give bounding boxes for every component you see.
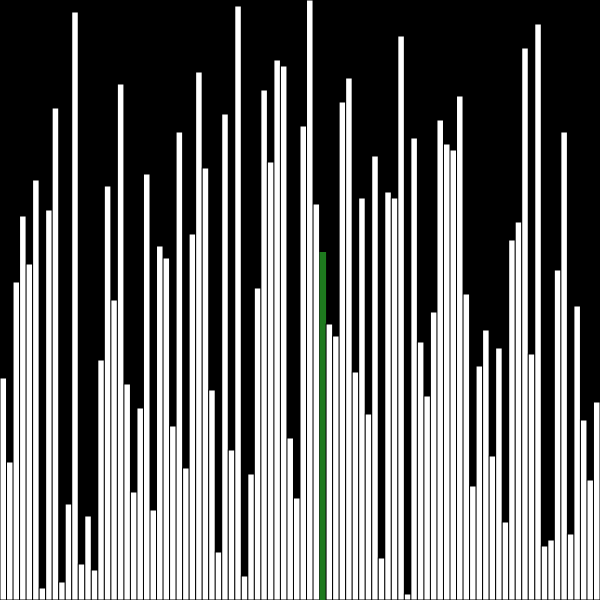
bar	[292, 497, 301, 600]
bar	[214, 551, 223, 600]
bar	[279, 65, 288, 600]
bar	[25, 263, 34, 600]
bar	[579, 419, 588, 600]
bar	[227, 449, 236, 600]
bar	[253, 287, 262, 600]
bar	[527, 353, 536, 600]
bar	[521, 47, 529, 600]
bar	[586, 479, 594, 600]
bar	[195, 71, 203, 600]
bar	[84, 515, 92, 600]
bar	[456, 95, 464, 600]
bar	[429, 311, 438, 600]
bar	[142, 173, 151, 600]
bar	[188, 233, 197, 600]
bar	[103, 185, 112, 600]
bar	[110, 299, 118, 600]
bar	[351, 371, 360, 600]
bar	[592, 401, 600, 600]
bar	[208, 389, 216, 600]
bar	[508, 239, 516, 600]
bar	[182, 467, 190, 600]
bar	[240, 575, 249, 600]
bar	[449, 149, 458, 600]
bar	[436, 119, 444, 600]
bar	[345, 77, 353, 600]
bar	[38, 587, 47, 600]
bar	[423, 395, 431, 600]
bar	[32, 179, 40, 600]
bar	[364, 413, 373, 600]
bar	[77, 563, 86, 600]
bar	[97, 359, 105, 600]
bar	[384, 191, 392, 600]
bar	[547, 539, 555, 600]
bar	[442, 143, 451, 600]
bar	[475, 365, 484, 600]
bar	[299, 125, 308, 600]
bar	[482, 329, 490, 600]
bar	[156, 245, 164, 600]
bar	[234, 5, 242, 600]
bar	[416, 341, 425, 600]
bar	[247, 473, 255, 600]
bar	[201, 167, 210, 600]
bar	[162, 257, 171, 600]
bar	[123, 383, 131, 600]
bar	[390, 197, 399, 600]
bar	[397, 35, 405, 600]
bar	[495, 347, 503, 600]
bar	[566, 533, 575, 600]
bar	[221, 113, 229, 600]
bar	[90, 569, 99, 600]
bar	[469, 485, 477, 600]
bar	[266, 161, 275, 600]
bar	[273, 59, 281, 600]
bar	[260, 89, 268, 600]
bar	[403, 593, 412, 600]
bar	[332, 335, 340, 600]
bar	[286, 437, 294, 600]
bar	[149, 509, 158, 600]
bar	[0, 377, 8, 600]
bar	[540, 545, 549, 600]
bar	[51, 107, 60, 600]
bar	[116, 83, 125, 600]
bar	[169, 425, 177, 600]
bar	[175, 131, 184, 600]
bar	[12, 281, 21, 600]
bar	[306, 0, 314, 600]
highlighted-bar	[319, 252, 327, 600]
bar	[534, 23, 542, 600]
bar	[514, 221, 523, 600]
bar	[371, 155, 379, 600]
bar	[19, 215, 27, 600]
bar	[501, 521, 510, 600]
bar	[377, 557, 386, 600]
bar	[312, 203, 321, 600]
bar	[6, 461, 14, 600]
bar	[64, 503, 73, 600]
bar	[129, 491, 138, 600]
bar	[338, 101, 347, 600]
bar	[358, 197, 366, 600]
bar	[462, 293, 471, 600]
bar	[71, 11, 79, 600]
bar	[410, 137, 418, 600]
bar	[136, 407, 144, 600]
bar	[560, 131, 568, 600]
bar	[573, 305, 581, 600]
bar	[58, 581, 66, 600]
bar	[45, 209, 53, 600]
bar	[488, 455, 497, 600]
bar	[553, 269, 562, 600]
bar	[325, 323, 334, 600]
